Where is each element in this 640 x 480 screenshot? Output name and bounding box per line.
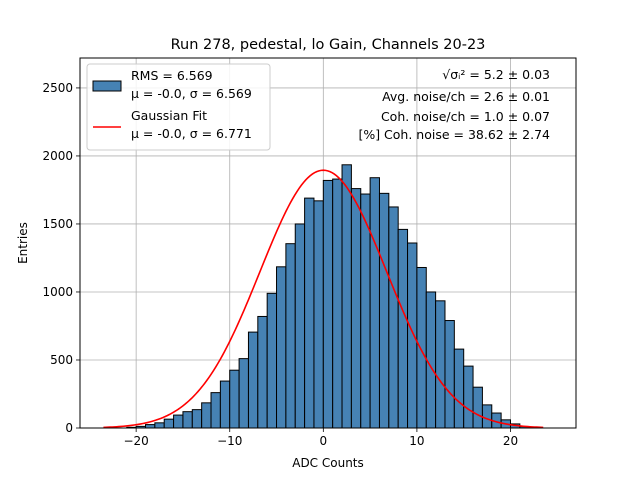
annotation-avg-noise: Avg. noise/ch = 2.6 ± 0.01 <box>382 89 550 104</box>
histogram-bar <box>257 315 268 429</box>
histogram-bar <box>435 300 446 429</box>
y-tick-label: 1500 <box>42 217 73 231</box>
annotation-coh-noise: Coh. noise/ch = 1.0 ± 0.07 <box>381 109 550 124</box>
x-axis-label: ADC Counts <box>292 456 364 470</box>
histogram-bar <box>219 380 231 429</box>
legend-label-fit-stats: μ = -0.0, σ = 6.771 <box>131 126 252 141</box>
y-tick-label: 500 <box>50 353 73 367</box>
histogram-bar <box>416 266 427 429</box>
histogram-bar <box>369 177 380 429</box>
histogram-bar <box>247 331 259 429</box>
histogram-bar <box>304 197 315 429</box>
histogram-bar <box>313 200 324 429</box>
legend: RMS = 6.569 μ = -0.0, σ = 6.569 Gaussian… <box>86 63 271 151</box>
histogram-bar <box>444 320 455 429</box>
histogram-bar <box>322 179 334 429</box>
legend-box <box>86 63 271 151</box>
gaussian-fit <box>103 169 544 429</box>
legend-label-histogram-stats: μ = -0.0, σ = 6.569 <box>131 86 252 101</box>
histogram-bar <box>453 348 465 429</box>
histogram-bar <box>378 192 390 429</box>
histogram-bar <box>163 418 175 429</box>
x-tick-label: −20 <box>123 434 148 448</box>
x-tick-label: −10 <box>217 434 242 448</box>
stat-annotations: √σᵢ² = 5.2 ± 0.03 Avg. noise/ch = 2.6 ± … <box>358 67 550 142</box>
annotation-sigma-formula: √σᵢ² <box>442 67 465 82</box>
y-tick-label: 0 <box>65 421 73 435</box>
histogram-bar <box>266 292 278 429</box>
annotation-sigma: √σᵢ² = 5.2 ± 0.03 <box>442 67 550 82</box>
histogram-bar <box>210 392 221 429</box>
chart-title: Run 278, pedestal, lo Gain, Channels 20-… <box>171 37 486 53</box>
histogram-bar <box>294 223 306 429</box>
histogram-bar <box>191 409 203 429</box>
histogram-bar <box>341 164 352 429</box>
histogram-bar <box>350 188 362 429</box>
legend-swatch-histogram <box>92 80 122 92</box>
histogram-bar <box>229 369 240 429</box>
histogram-bar <box>201 402 212 429</box>
histogram-bar <box>154 422 165 429</box>
histogram-bar <box>182 411 193 429</box>
y-axis-label: Entries <box>16 222 30 264</box>
histogram-bars <box>126 164 530 429</box>
histogram-bar <box>397 228 409 429</box>
x-tick-label: 20 <box>503 434 518 448</box>
histogram-bar <box>388 206 399 429</box>
x-tick-label: 0 <box>320 434 328 448</box>
annotation-coh-noise-percent: [%] Coh. noise = 38.62 ± 2.74 <box>358 127 550 142</box>
legend-label-histogram: RMS = 6.569 <box>131 68 213 83</box>
histogram-bar <box>285 243 296 429</box>
histogram-bar <box>481 404 493 429</box>
y-tick-label: 1000 <box>42 285 73 299</box>
x-axis: −20 −10 0 10 20 <box>123 428 518 448</box>
annotation-sigma-value: = 5.2 ± 0.03 <box>465 67 550 82</box>
histogram-bar <box>173 414 184 429</box>
legend-label-fit: Gaussian Fit <box>131 108 207 123</box>
y-tick-label: 2500 <box>42 81 73 95</box>
histogram-bar <box>463 365 474 429</box>
y-axis: 0 500 1000 1500 2000 2500 <box>42 81 80 435</box>
histogram-bar <box>276 266 287 429</box>
histogram-bar <box>145 424 156 429</box>
plot-frame <box>79 57 577 429</box>
x-tick-label: 10 <box>409 434 424 448</box>
histogram-bar <box>238 358 249 429</box>
histogram-bar <box>472 386 483 429</box>
histogram-bar <box>332 178 343 429</box>
y-tick-label: 2000 <box>42 149 73 163</box>
fit-curve <box>103 169 544 429</box>
histogram-bar <box>407 242 418 429</box>
